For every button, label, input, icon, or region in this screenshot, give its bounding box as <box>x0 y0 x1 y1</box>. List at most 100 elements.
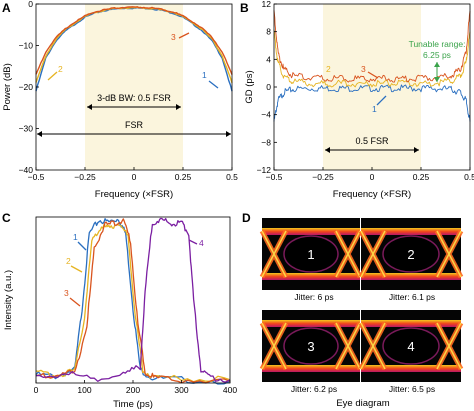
y-tick-label: −12 <box>257 165 272 175</box>
eye-rail-bottom <box>361 365 461 372</box>
series-label-c-2: 2 <box>66 256 71 266</box>
panel-d-eye-diagram: D 1 2 3 4 Jitter: 6 ps Jitter: 6.1 ps Jitte… <box>242 211 464 409</box>
series-group-c <box>35 217 231 385</box>
y-tick-label: −30 <box>19 124 34 134</box>
eye-crossing-core <box>335 322 361 370</box>
series-label-c-4: 4 <box>199 238 204 248</box>
series-pointer-c-1 <box>77 241 87 251</box>
eye-jitter-4: Jitter: 6.5 ps <box>389 384 435 394</box>
x-tick-label: 300 <box>174 385 188 395</box>
x-tick-label: 200 <box>126 385 140 395</box>
x-tick-label: 0.25 <box>413 172 430 182</box>
annotation-tunable-range: Tunable range: <box>409 39 466 49</box>
series-pointer-b-1 <box>376 95 387 106</box>
y-axis-label-b: GD (ps) <box>244 70 255 103</box>
eye-cell-3: 3 <box>259 310 363 382</box>
x-tick-label: 100 <box>77 385 91 395</box>
series-line-c-3 <box>35 218 231 384</box>
eye-cell-2: 2 <box>358 218 464 290</box>
series-label-c-1: 1 <box>73 232 78 242</box>
series-line-a-3 <box>35 6 233 75</box>
series-pointer-a-1 <box>208 80 219 89</box>
annotation-fsr: FSR <box>125 120 144 130</box>
panel-letter-a: A <box>2 1 11 15</box>
eye-number-4: 4 <box>407 339 414 354</box>
y-tick-label: −40 <box>19 165 34 175</box>
x-tick-label: 0.25 <box>175 172 192 182</box>
x-ticks-b: −0.5 −0.25 0 0.25 0.5 <box>266 167 474 182</box>
eye-jitter-1: Jitter: 6 ps <box>294 292 333 302</box>
x-tick-label: 0 <box>34 385 39 395</box>
eye-diagram-title: Eye diagram <box>336 398 389 409</box>
series-group-b <box>273 10 471 122</box>
y-tick-label: 4 <box>266 54 271 64</box>
series-pointer-c-2 <box>70 265 83 273</box>
shaded-region-a <box>85 4 183 170</box>
y-axis-label-a: Power (dB) <box>2 63 13 111</box>
y-tick-label: −20 <box>19 82 34 92</box>
eye-crossing-core <box>261 230 287 278</box>
y-tick-label: 0 <box>266 82 271 92</box>
x-tick-label: 0 <box>370 172 375 182</box>
series-label-b-2: 2 <box>326 64 331 74</box>
x-tick-label: −0.25 <box>312 172 334 182</box>
eye-rail-bottom <box>361 273 461 280</box>
series-label-b-3: 3 <box>361 64 366 74</box>
panel-letter-d: D <box>242 211 251 225</box>
y-tick-label: 8 <box>266 27 271 37</box>
eye-opening <box>283 327 339 365</box>
series-label-a-1: 1 <box>202 70 207 80</box>
series-line-c-4 <box>35 217 231 383</box>
eye-crossing-core <box>436 322 462 370</box>
y-tick-label: −10 <box>19 41 34 51</box>
annotation-3db-bw: 3-dB BW: 0.5 FSR <box>97 93 171 103</box>
y-axis-label-c: Intensity (a.u.) <box>3 270 14 330</box>
x-tick-label: 0.5 <box>226 172 238 182</box>
y-ticks-b: 12 8 4 0 −4 −8 −12 <box>257 0 277 175</box>
eye-crossing-core <box>335 230 361 278</box>
eye-rail-top <box>262 228 360 235</box>
series-line-b-1 <box>273 84 471 122</box>
eye-rail-top <box>361 320 461 327</box>
panel-c: C 0 100 200 300 400 Time (ps) Intensity (a.u… <box>2 211 237 410</box>
series-label-a-3: 3 <box>171 32 176 42</box>
eye-rail-bottom <box>262 365 360 372</box>
eye-rail-top <box>262 320 360 327</box>
series-pointer-a-2 <box>47 71 58 81</box>
x-tick-label: −0.25 <box>74 172 96 182</box>
arrow-heads-tunable <box>434 62 440 82</box>
series-pointer-a-3 <box>178 32 190 39</box>
panel-letter-c: C <box>2 211 11 225</box>
eye-number-2: 2 <box>407 247 414 262</box>
series-pointer-b-3 <box>367 71 379 79</box>
x-axis-label-b: Frequency (×FSR) <box>333 189 411 200</box>
eye-opening <box>283 235 339 273</box>
series-pointer-c-3 <box>69 297 81 307</box>
eye-jitter-3: Jitter: 6.2 ps <box>291 384 337 394</box>
y-tick-label: 0 <box>28 0 33 9</box>
x-tick-label: 0.5 <box>464 172 474 182</box>
eye-crossing-core <box>261 322 287 370</box>
eye-jitter-2: Jitter: 6.1 ps <box>389 292 435 302</box>
x-tick-label: −0.5 <box>266 172 283 182</box>
x-tick-label: −0.5 <box>28 172 45 182</box>
eye-number-3: 3 <box>307 339 314 354</box>
y-tick-label: −4 <box>261 110 271 120</box>
eye-opening <box>382 327 440 365</box>
series-line-b-2 <box>273 29 471 88</box>
eye-cell-4: 4 <box>358 310 464 382</box>
eye-crossing-core <box>360 322 386 370</box>
x-axis-label-a: Frequency (×FSR) <box>95 189 173 200</box>
annotation-half-fsr: 0.5 FSR <box>355 136 389 146</box>
panel-a: A −0.5 −0.25 0 0.25 0.5 0 −10 −20 −30 −40 Freque… <box>2 0 238 200</box>
series-pointer-c-4 <box>188 239 198 245</box>
eye-crossing-core <box>360 230 386 278</box>
y-tick-label: −8 <box>261 137 271 147</box>
y-ticks-a: 0 −10 −20 −30 −40 <box>19 0 39 175</box>
eye-rail-bottom <box>262 273 360 280</box>
x-ticks-c: 0 100 200 300 400 <box>34 380 237 395</box>
eye-opening <box>382 235 440 273</box>
panel-letter-b: B <box>240 1 249 15</box>
series-label-a-2: 2 <box>58 64 63 74</box>
